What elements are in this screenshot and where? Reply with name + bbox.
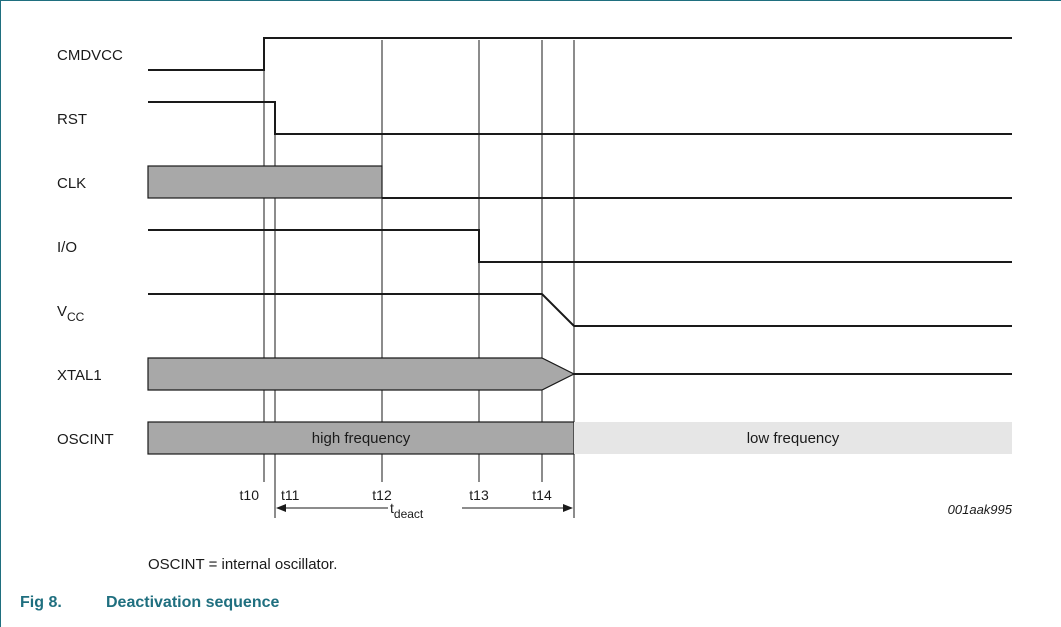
- tick-t12: t12: [372, 487, 392, 503]
- band-low-frequency: [574, 422, 1012, 454]
- wave-io: [148, 229, 1012, 263]
- label-vcc: VCC: [57, 303, 85, 324]
- band-high-frequency: [147, 421, 575, 455]
- wave-rst: [148, 101, 1012, 135]
- wave-clk-active: [147, 165, 383, 199]
- deact-label-sub: deact: [394, 507, 424, 521]
- deact-dimension: tdeact: [276, 500, 573, 521]
- label-io: I/O: [57, 239, 77, 256]
- figure-title: Deactivation sequence: [106, 594, 280, 611]
- tick-t10: t10: [240, 487, 260, 503]
- wave-cmdvcc: [148, 37, 1012, 71]
- label-rst: RST: [57, 111, 87, 128]
- wave-xtal1-active: [147, 357, 576, 391]
- tick-t11: t11: [281, 487, 300, 503]
- wave-vcc: [148, 293, 1012, 327]
- frame-left-border: [0, 0, 1, 627]
- deact-label: tdeact: [390, 500, 424, 521]
- timing-diagram: CMDVCC RST CLK I/O VCC XTAL1 OSCINT high…: [57, 37, 1013, 521]
- reference-code: 001aak995: [948, 502, 1013, 517]
- footnote: OSCINT = internal oscillator.: [148, 556, 338, 573]
- band-high-label: high frequency: [312, 430, 411, 447]
- label-clk: CLK: [57, 175, 86, 192]
- frame-top-border: [0, 0, 1061, 1]
- label-vcc-main: V: [57, 303, 67, 320]
- figure-caption: Fig 8. Deactivation sequence: [20, 594, 279, 612]
- label-cmdvcc: CMDVCC: [57, 47, 123, 64]
- label-oscint: OSCINT: [57, 431, 114, 448]
- tick-t14: t14: [532, 487, 552, 503]
- tick-t13: t13: [469, 487, 489, 503]
- label-xtal1: XTAL1: [57, 367, 102, 384]
- figure-number: Fig 8.: [20, 594, 62, 611]
- deact-arrow-left-icon: [276, 504, 286, 512]
- deact-label-main: t: [390, 500, 394, 516]
- band-low-label: low frequency: [747, 430, 840, 447]
- deact-arrow-right-icon: [563, 504, 573, 512]
- label-vcc-sub: CC: [67, 310, 85, 324]
